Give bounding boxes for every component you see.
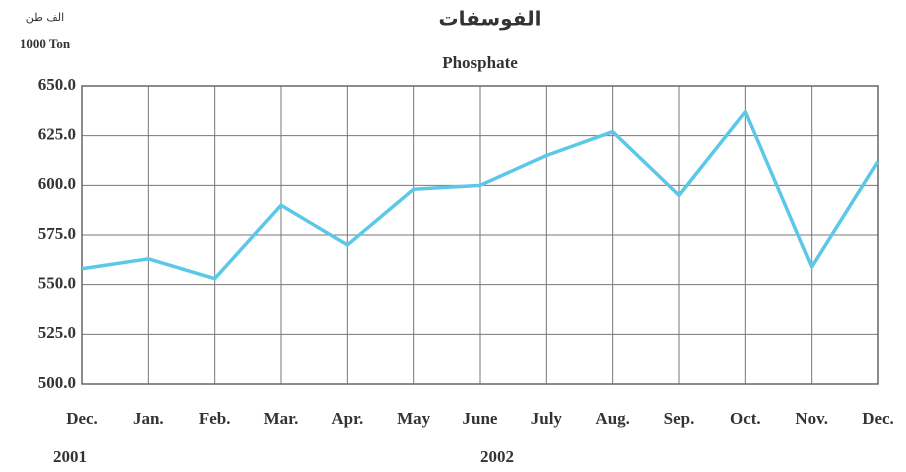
unit-label: 1000 Ton [20, 36, 71, 51]
y-tick-label: 550.0 [38, 274, 76, 293]
x-tick-label: Dec. [66, 409, 98, 428]
x-tick-label: Nov. [795, 409, 828, 428]
y-tick-label: 625.0 [38, 125, 76, 144]
unit-label: الف طن [26, 11, 64, 24]
x-tick-label: Mar. [264, 409, 299, 428]
x-tick-label: Sep. [664, 409, 695, 428]
x-tick-label: Apr. [331, 409, 363, 428]
y-tick-label: 600.0 [38, 174, 76, 193]
x-tick-label: May [397, 409, 431, 428]
year-label: 2002 [480, 447, 514, 466]
y-tick-label: 650.0 [38, 75, 76, 94]
chart-subtitle: Phosphate [442, 53, 518, 72]
year-label: 2001 [53, 447, 87, 466]
x-tick-label: June [463, 409, 498, 428]
x-tick-label: Oct. [730, 409, 761, 428]
y-tick-label: 575.0 [38, 224, 76, 243]
x-tick-label: July [531, 409, 563, 428]
x-tick-label: Dec. [862, 409, 894, 428]
plot-frame [81, 85, 879, 385]
x-tick-label: Aug. [595, 409, 629, 428]
x-tick-label: Jan. [133, 409, 164, 428]
x-tick-label: Feb. [199, 409, 231, 428]
data-line [81, 110, 880, 281]
chart-title: الفوسفات [439, 7, 542, 31]
y-tick-label: 525.0 [38, 323, 76, 342]
y-tick-label: 500.0 [38, 373, 76, 392]
